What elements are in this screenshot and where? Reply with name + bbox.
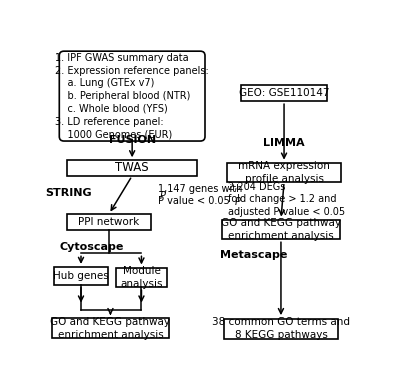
Text: 38 common GO terms and
8 KEGG pathways: 38 common GO terms and 8 KEGG pathways <box>212 317 350 340</box>
Text: Cytoscape: Cytoscape <box>60 242 124 252</box>
Text: PPI network: PPI network <box>78 217 140 227</box>
FancyBboxPatch shape <box>67 214 151 230</box>
Text: 1,147 genes with
P value < 0.05: 1,147 genes with P value < 0.05 <box>158 184 243 206</box>
FancyBboxPatch shape <box>52 318 169 338</box>
Text: GO and KEGG pathway
enrichment analysis: GO and KEGG pathway enrichment analysis <box>221 218 341 241</box>
Text: GO and KEGG pathway
enrichment analysis: GO and KEGG pathway enrichment analysis <box>50 317 170 340</box>
Text: LIMMA: LIMMA <box>263 138 305 147</box>
FancyBboxPatch shape <box>227 163 342 182</box>
FancyBboxPatch shape <box>59 51 205 141</box>
Text: STRING: STRING <box>45 188 92 198</box>
Text: GEO: GSE110147: GEO: GSE110147 <box>239 88 329 98</box>
Text: Module
analysis: Module analysis <box>120 266 163 289</box>
Text: 1. IPF GWAS summary data
2. Expression reference panels:
    a. Lung (GTEx v7)
 : 1. IPF GWAS summary data 2. Expression r… <box>55 53 209 140</box>
FancyBboxPatch shape <box>241 85 328 102</box>
Text: Hub genes: Hub genes <box>53 271 109 281</box>
Text: P: P <box>160 191 166 202</box>
Text: 2,204 DEGs
fold change > 1.2 and
adjusted P value < 0.05: 2,204 DEGs fold change > 1.2 and adjuste… <box>228 182 345 217</box>
FancyBboxPatch shape <box>54 267 108 285</box>
Text: P: P <box>235 198 241 207</box>
Text: FUSION: FUSION <box>108 135 156 145</box>
FancyBboxPatch shape <box>222 220 340 239</box>
FancyBboxPatch shape <box>224 319 338 339</box>
Text: TWAS: TWAS <box>115 161 149 175</box>
FancyBboxPatch shape <box>116 268 167 287</box>
Text: mRNA expression
profile analysis: mRNA expression profile analysis <box>238 161 330 184</box>
Text: Metascape: Metascape <box>220 250 287 260</box>
FancyBboxPatch shape <box>67 160 197 176</box>
